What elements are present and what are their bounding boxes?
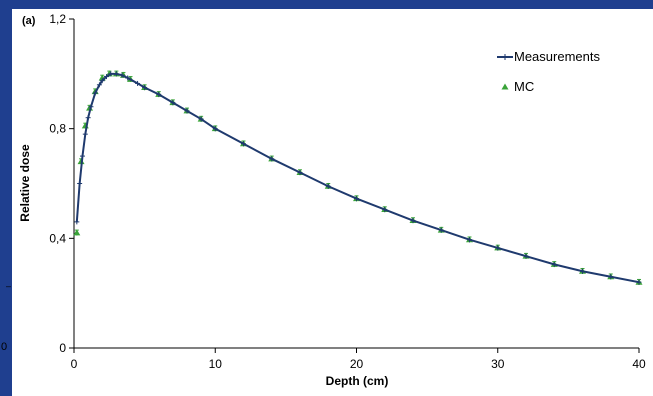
measurement-point (438, 227, 444, 233)
measurements-line (75, 72, 640, 284)
measurement-point (113, 71, 119, 77)
x-tick-label: 20 (350, 357, 364, 371)
mc-point (73, 229, 81, 236)
measurement-point (198, 116, 204, 122)
measurement-point (74, 219, 80, 225)
measurement-point (82, 131, 88, 137)
chart-axes: 0 10 20 30 40 0 0,4 0,8 1,2 (49, 12, 646, 371)
measurement-point (156, 91, 162, 97)
y-tick-label: 0 (59, 341, 66, 355)
measurement-point (212, 126, 218, 132)
measurement-point (495, 245, 501, 251)
measurement-point (354, 196, 359, 202)
measurement-point (382, 207, 388, 213)
measurement-point (103, 74, 109, 80)
measurement-point (88, 104, 94, 110)
measurement-point (135, 80, 141, 86)
measurement-point (92, 90, 98, 96)
x-tick-label: 0 (71, 357, 78, 371)
top-border-bar (0, 0, 653, 9)
measurement-point (608, 274, 614, 280)
edge-zero-mark: 0 (1, 341, 8, 353)
y-tick-label: 0,8 (49, 122, 66, 136)
y-tick-label: 0,4 (49, 231, 66, 245)
measurement-point (108, 71, 114, 77)
measurement-point (96, 82, 102, 88)
measurement-point (241, 141, 246, 147)
measurement-point (467, 237, 472, 243)
legend-mc-marker (501, 83, 509, 90)
measurement-point (297, 170, 303, 176)
x-tick-label: 40 (632, 357, 646, 371)
panel-label: (a) (22, 15, 36, 27)
measurement-point (551, 261, 557, 267)
measurement-point (125, 75, 131, 81)
measurement-point (184, 108, 190, 114)
y-tick-label: 1,2 (49, 12, 66, 26)
series-layer (73, 70, 643, 285)
measurement-point (636, 279, 642, 285)
measurement-point (77, 181, 83, 186)
measurement-point (410, 218, 416, 224)
legend-measurements-label: Measurements (514, 49, 600, 64)
measurement-point (523, 253, 529, 259)
measurement-point (85, 115, 91, 121)
measurement-point (325, 183, 331, 189)
left-border-bar (0, 0, 12, 396)
measurement-point (99, 78, 105, 84)
measurement-point (170, 100, 176, 106)
edge-dash-mark: – (6, 281, 12, 291)
x-axis-label: Depth (cm) (326, 374, 389, 388)
measurement-point (79, 153, 85, 159)
measurement-point (142, 85, 148, 91)
measurement-point (580, 268, 585, 274)
chart-legend: Measurements MC (497, 49, 600, 94)
legend-mc-label: MC (514, 79, 534, 94)
measurement-point (119, 72, 125, 78)
measurement-point (269, 156, 275, 162)
x-tick-label: 30 (491, 357, 505, 371)
y-axis-label: Relative dose (18, 144, 32, 222)
x-tick-label: 10 (209, 357, 223, 371)
